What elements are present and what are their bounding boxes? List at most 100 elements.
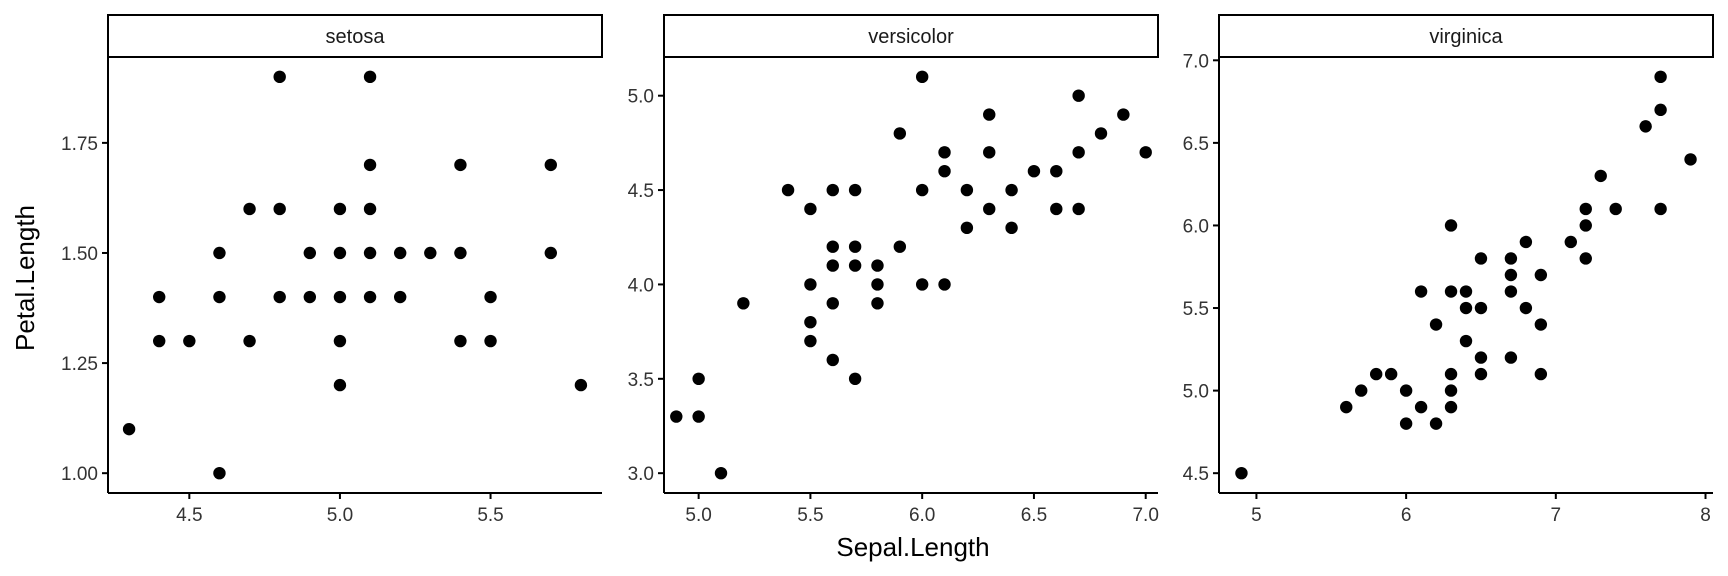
data-point (871, 297, 884, 310)
data-point (915, 70, 929, 84)
data-point (1459, 301, 1473, 315)
data-point (484, 290, 497, 304)
data-point (122, 422, 136, 436)
data-point (363, 202, 377, 216)
data-point (983, 108, 996, 121)
data-point (938, 164, 951, 178)
data-point (804, 278, 817, 291)
x-tick-label: 6.5 (1021, 505, 1047, 526)
data-point (1519, 235, 1533, 249)
data-point (1072, 202, 1085, 216)
data-point (1594, 169, 1607, 183)
data-point (893, 127, 907, 140)
data-point (333, 202, 347, 216)
data-point (303, 290, 317, 304)
data-point (1384, 367, 1398, 381)
data-point (454, 246, 467, 260)
x-tick-label: 5.0 (685, 505, 711, 526)
data-point (1117, 108, 1130, 121)
facet-setosa: setosa 1.00 1.25 1.50 1.75 4.5 5.0 5.5 (61, 14, 603, 526)
data-point (804, 315, 817, 329)
data-point (544, 158, 557, 172)
data-point (1609, 202, 1622, 216)
facet-strip-label: setosa (326, 26, 386, 48)
x-tick-label: 5 (1251, 505, 1262, 526)
data-point (804, 202, 817, 216)
x-tick-label: 4.5 (176, 505, 202, 526)
data-point (333, 290, 347, 304)
data-point (1474, 252, 1488, 265)
data-point (826, 297, 839, 310)
facet-strip (663, 14, 1159, 58)
data-point (1027, 164, 1041, 178)
data-point (1235, 466, 1248, 480)
y-tick-label: 7.0 (1183, 51, 1209, 72)
data-point (1414, 400, 1428, 414)
data-point (1444, 400, 1458, 414)
data-point (871, 259, 884, 272)
data-point (1504, 268, 1518, 282)
data-point (915, 278, 929, 291)
data-point (1050, 164, 1063, 178)
y-tick-label: 6.5 (1183, 134, 1209, 155)
data-point (1444, 219, 1458, 232)
data-point (273, 70, 286, 84)
data-point (1519, 301, 1533, 315)
data-point (1639, 120, 1652, 133)
x-axis-title: Sepal.Length (836, 532, 989, 562)
data-point (915, 183, 929, 197)
data-point (938, 146, 951, 159)
data-point (848, 240, 862, 253)
data-point (153, 334, 166, 348)
data-point (1005, 221, 1018, 235)
data-point (1534, 318, 1548, 331)
data-point (692, 372, 705, 386)
data-point (424, 246, 437, 260)
data-point (393, 246, 407, 260)
data-point (363, 246, 377, 260)
data-point (1429, 417, 1443, 430)
data-point (1459, 285, 1473, 298)
y-tick-label: 1.50 (61, 244, 98, 265)
x-tick-label: 6.0 (909, 505, 935, 526)
data-point (454, 334, 467, 348)
data-point (1579, 202, 1592, 216)
y-tick-label: 4.5 (628, 181, 654, 202)
data-point (714, 466, 728, 480)
data-point (213, 466, 226, 480)
data-point (454, 158, 467, 172)
data-point (1654, 202, 1667, 216)
data-point (1579, 219, 1592, 232)
data-point (1654, 70, 1667, 84)
data-point (1654, 103, 1667, 117)
y-tick-label: 5.0 (1183, 382, 1209, 403)
data-point (303, 246, 317, 260)
y-tick-label: 1.00 (61, 464, 98, 485)
data-point (1072, 146, 1085, 159)
data-point (1534, 268, 1548, 282)
data-point (333, 334, 347, 348)
data-point (1444, 367, 1458, 381)
y-tick-label: 4.5 (1183, 464, 1209, 485)
data-point (243, 202, 256, 216)
data-point (273, 202, 286, 216)
data-point (363, 290, 377, 304)
facet-strip-label: virginica (1429, 26, 1503, 48)
x-tick-label: 5.0 (327, 505, 353, 526)
y-tick-label: 3.0 (628, 464, 654, 485)
y-tick-label: 3.5 (628, 370, 654, 391)
data-point (1340, 400, 1353, 414)
x-tick-label: 8 (1700, 505, 1711, 526)
data-point (1579, 252, 1592, 265)
facet-strip (1218, 14, 1714, 58)
x-tick-label: 6 (1401, 505, 1412, 526)
y-tick-label: 5.5 (1183, 299, 1209, 320)
y-tick-label: 4.0 (628, 275, 654, 296)
data-point (670, 410, 683, 423)
data-point (574, 378, 588, 392)
data-point (1399, 384, 1413, 397)
data-point (737, 297, 750, 310)
y-tick-label: 6.0 (1183, 216, 1209, 237)
